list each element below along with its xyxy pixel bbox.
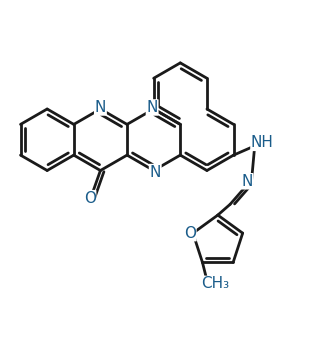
Text: O: O bbox=[184, 226, 196, 241]
Text: N: N bbox=[150, 165, 161, 180]
Text: N: N bbox=[146, 100, 158, 115]
Text: O: O bbox=[84, 191, 96, 206]
Text: CH₃: CH₃ bbox=[201, 277, 229, 292]
Text: N: N bbox=[241, 174, 253, 189]
Text: NH: NH bbox=[251, 135, 274, 150]
Text: N: N bbox=[95, 100, 106, 115]
